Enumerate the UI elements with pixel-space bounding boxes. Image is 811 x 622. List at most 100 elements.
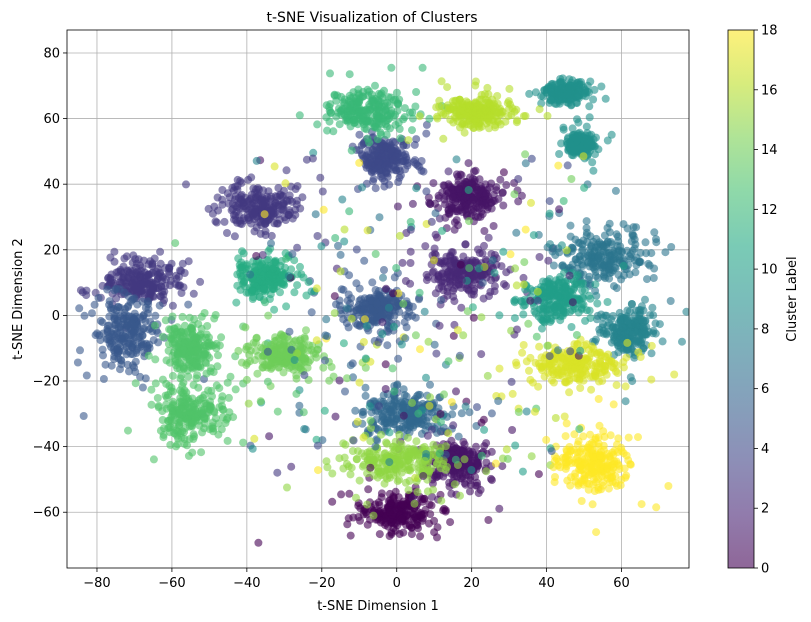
scatter-point xyxy=(261,264,270,273)
scatter-point xyxy=(148,269,156,278)
scatter-point xyxy=(560,298,569,307)
scatter-point xyxy=(612,230,621,239)
scatter-point xyxy=(343,374,351,383)
scatter-point xyxy=(395,456,404,465)
scatter-point xyxy=(151,321,159,330)
scatter-point xyxy=(304,278,313,287)
scatter-point xyxy=(318,187,327,196)
scatter-point xyxy=(492,186,501,195)
scatter-point xyxy=(261,231,270,239)
scatter-point xyxy=(630,244,639,253)
scatter-point xyxy=(482,467,491,476)
scatter-point xyxy=(311,349,320,358)
scatter-point xyxy=(138,383,147,392)
scatter-point xyxy=(143,297,152,306)
scatter-point xyxy=(352,455,361,463)
scatter-point xyxy=(157,277,166,286)
scatter-point xyxy=(223,189,232,198)
scatter-point xyxy=(193,371,202,380)
scatter-point xyxy=(614,247,623,256)
scatter-point xyxy=(123,360,132,369)
scatter-point xyxy=(387,407,396,416)
scatter-point xyxy=(251,201,260,210)
scatter-point xyxy=(428,492,436,501)
scatter-point xyxy=(192,361,201,370)
scatter-point xyxy=(604,249,613,258)
scatter-point xyxy=(351,406,360,415)
scatter-point xyxy=(406,279,415,288)
scatter-point xyxy=(159,332,167,341)
scatter-point xyxy=(387,400,396,409)
scatter-point xyxy=(241,323,250,332)
scatter-point xyxy=(344,290,353,299)
scatter-point xyxy=(178,259,187,268)
scatter-point xyxy=(259,363,268,372)
scatter-point xyxy=(487,474,495,483)
scatter-point xyxy=(283,197,292,206)
scatter-point xyxy=(470,284,479,293)
scatter-point xyxy=(242,375,251,384)
scatter-point xyxy=(347,463,356,472)
scatter-point xyxy=(250,227,259,236)
scatter-point xyxy=(249,338,258,347)
scatter-point xyxy=(409,514,418,523)
scatter-point xyxy=(490,282,499,291)
scatter-point xyxy=(250,279,259,288)
scatter-point xyxy=(474,213,483,222)
scatter-point xyxy=(475,175,484,184)
scatter-point xyxy=(197,406,206,415)
scatter-point xyxy=(445,272,454,281)
scatter-point xyxy=(112,268,121,277)
scatter-point xyxy=(459,252,468,261)
scatter-point xyxy=(419,167,428,176)
scatter-point xyxy=(437,282,446,291)
scatter-point xyxy=(393,380,402,389)
scatter-point xyxy=(326,109,335,118)
scatter-point xyxy=(434,191,443,200)
cluster-3-points xyxy=(182,155,330,252)
scatter-point xyxy=(156,426,165,435)
scatter-point xyxy=(558,92,567,101)
scatter-point xyxy=(217,425,226,434)
scatter-point xyxy=(258,193,267,202)
scatter-point xyxy=(210,202,219,211)
scatter-point xyxy=(484,233,493,242)
scatter-point xyxy=(149,455,158,464)
scatter-point xyxy=(293,243,302,252)
scatter-point xyxy=(367,161,376,170)
scatter-point xyxy=(635,306,643,315)
scatter-point xyxy=(535,105,544,114)
scatter-point xyxy=(129,350,137,359)
scatter-point xyxy=(174,434,183,443)
scatter-point xyxy=(277,330,285,339)
scatter-point xyxy=(192,333,201,342)
scatter-point xyxy=(647,349,656,358)
scatter-point xyxy=(273,407,282,416)
scatter-point xyxy=(586,249,595,258)
scatter-point xyxy=(225,408,234,417)
scatter-point xyxy=(110,312,119,321)
scatter-point xyxy=(443,291,452,300)
scatter-point xyxy=(433,533,441,542)
scatter-point xyxy=(368,278,377,287)
scatter-point xyxy=(186,347,195,356)
scatter-point xyxy=(466,487,474,496)
scatter-point xyxy=(429,485,438,494)
scatter-point xyxy=(495,504,504,513)
scatter-point xyxy=(356,504,365,513)
scatter-point xyxy=(124,426,132,435)
scatter-point xyxy=(448,467,457,476)
scatter-point xyxy=(599,313,608,322)
scatter-point xyxy=(437,296,446,305)
scatter-point xyxy=(148,259,157,268)
cluster-5-points xyxy=(73,284,208,420)
scatter-point xyxy=(510,314,519,323)
scatter-point xyxy=(295,401,304,410)
scatter-point xyxy=(394,354,403,363)
scatter-point xyxy=(559,307,568,316)
scatter-point xyxy=(200,309,209,317)
scatter-point xyxy=(385,164,394,173)
scatter-point xyxy=(436,259,445,268)
scatter-point xyxy=(108,330,117,339)
